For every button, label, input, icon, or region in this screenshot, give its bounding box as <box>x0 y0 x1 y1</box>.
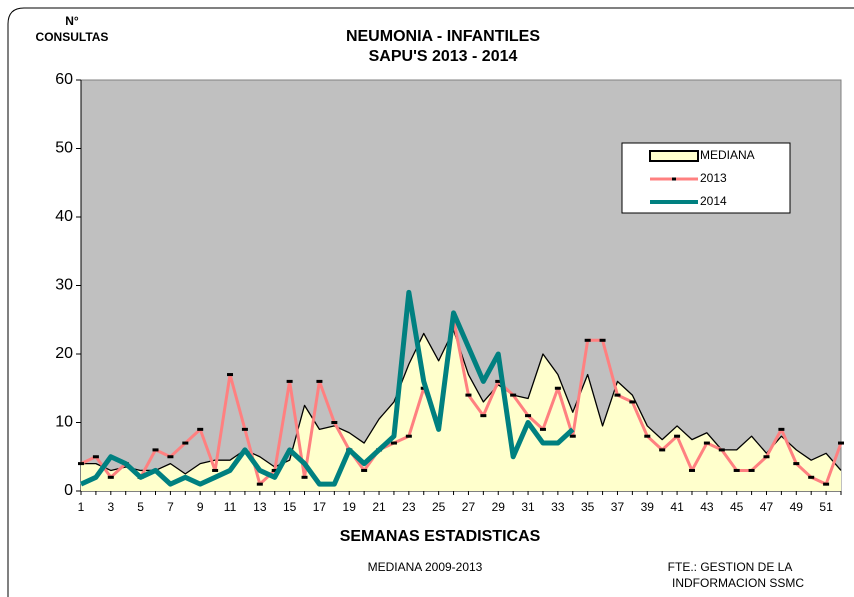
point-marker <box>763 455 770 459</box>
y-tick-label: 50 <box>55 140 73 157</box>
point-marker <box>748 468 755 472</box>
legend-label: 2014 <box>700 194 727 208</box>
point-marker <box>390 441 397 445</box>
point-marker <box>331 421 338 424</box>
y-tick-label: 40 <box>55 208 73 225</box>
x-tick-label: 1 <box>78 500 85 514</box>
point-marker <box>241 427 248 431</box>
y-tick-label: 0 <box>64 482 73 499</box>
x-tick-label: 47 <box>760 500 774 514</box>
legend-label: MEDIANA <box>700 148 755 162</box>
point-marker <box>510 393 517 397</box>
median-area <box>81 330 841 491</box>
point-marker <box>286 379 293 383</box>
point-marker <box>301 475 308 479</box>
point-marker <box>569 434 576 438</box>
point-marker <box>659 448 666 452</box>
x-tick-label: 49 <box>790 500 804 514</box>
point-marker <box>584 338 591 342</box>
point-marker <box>480 414 487 418</box>
chart-border <box>7 7 854 597</box>
y-tick-label: 20 <box>55 345 73 362</box>
x-tick-label: 13 <box>253 500 267 514</box>
point-marker <box>688 468 695 472</box>
legend-swatch <box>649 150 699 162</box>
x-tick-label: 23 <box>402 500 416 514</box>
point-marker <box>152 448 159 452</box>
point-marker <box>808 475 815 479</box>
note: FTE.: GESTION DE LA <box>668 560 793 574</box>
y-label: N° <box>65 14 79 28</box>
x-tick-label: 25 <box>432 500 446 514</box>
y-label: CONSULTAS <box>36 30 109 44</box>
point-marker <box>227 373 234 377</box>
point-marker <box>823 482 830 486</box>
point-marker <box>212 468 219 472</box>
point-marker <box>167 455 174 459</box>
legend-marker <box>672 177 676 181</box>
point-marker <box>256 482 263 486</box>
point-marker <box>554 386 561 390</box>
x-tick-label: 35 <box>581 500 595 514</box>
x-tick-label: 29 <box>492 500 506 514</box>
point-marker <box>495 379 502 383</box>
point-marker <box>793 462 800 466</box>
x-tick-label: 31 <box>521 500 535 514</box>
point-marker <box>271 468 278 472</box>
x-tick-label: 17 <box>313 500 327 514</box>
point-marker <box>197 427 204 431</box>
x-tick-label: 15 <box>283 500 297 514</box>
point-marker <box>92 455 99 459</box>
note: INDFORMACION SSMC <box>672 576 804 590</box>
series-line <box>80 318 843 486</box>
series-line <box>79 289 575 487</box>
point-marker <box>674 434 681 438</box>
x-tick-label: 39 <box>641 500 655 514</box>
x-tick-label: 45 <box>730 500 744 514</box>
point-marker <box>316 379 323 383</box>
y-tick-label: 30 <box>55 277 73 294</box>
x-tick-label: 3 <box>107 500 114 514</box>
point-marker <box>78 462 84 466</box>
chart-title: NEUMONIA - INFANTILES <box>346 28 540 45</box>
x-tick-label: 33 <box>551 500 565 514</box>
x-tick-label: 43 <box>700 500 714 514</box>
y-tick-label: 10 <box>55 414 73 431</box>
x-tick-label: 41 <box>670 500 684 514</box>
point-marker <box>525 414 532 418</box>
x-tick-label: 9 <box>197 500 204 514</box>
note: MEDIANA 2009-2013 <box>368 560 483 574</box>
point-marker <box>539 427 546 431</box>
point-marker <box>361 468 368 472</box>
x-tick-label: 37 <box>611 500 625 514</box>
point-marker <box>703 441 710 445</box>
point-marker <box>733 468 740 472</box>
x-tick-label: 5 <box>137 500 144 514</box>
x-tick-label: 11 <box>224 500 237 514</box>
point-marker <box>629 400 636 404</box>
y-tick-label: 60 <box>55 71 73 88</box>
point-marker <box>182 441 189 445</box>
point-marker <box>614 393 621 397</box>
x-tick-label: 21 <box>372 500 386 514</box>
point-marker <box>778 427 785 431</box>
x-tick-label: 19 <box>343 500 357 514</box>
point-marker <box>465 393 472 397</box>
point-marker <box>405 434 412 438</box>
point-marker <box>838 441 844 445</box>
point-marker <box>107 475 114 479</box>
point-marker <box>599 338 606 342</box>
x-tick-label: 51 <box>819 500 833 514</box>
point-marker <box>644 434 651 438</box>
point-marker <box>718 448 725 452</box>
legend-label: 2013 <box>700 171 727 185</box>
x-label: SEMANAS ESTADISTICAS <box>340 528 541 545</box>
chart-title: SAPU'S 2013 - 2014 <box>369 48 518 65</box>
x-tick-label: 7 <box>167 500 174 514</box>
x-tick-label: 27 <box>462 500 476 514</box>
